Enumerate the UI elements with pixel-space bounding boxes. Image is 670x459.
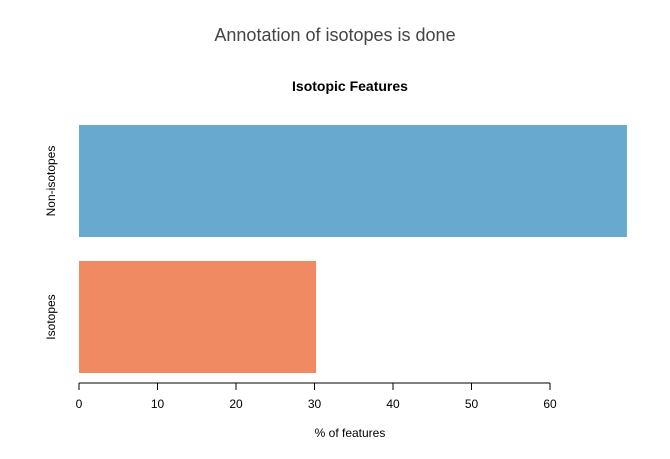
x-tick-label: 60 bbox=[543, 397, 557, 411]
x-tick-label: 20 bbox=[229, 397, 243, 411]
x-tick-label: 50 bbox=[465, 397, 479, 411]
x-tick-label: 10 bbox=[151, 397, 165, 411]
x-tick-label: 0 bbox=[76, 397, 83, 411]
x-tick-label: 30 bbox=[308, 397, 322, 411]
x-tick-label: 40 bbox=[386, 397, 400, 411]
x-axis-label: % of features bbox=[315, 426, 386, 440]
y-tick-label: Isotopes bbox=[44, 294, 58, 339]
page-title: Annotation of isotopes is done bbox=[214, 25, 456, 45]
bar-non-isotopes bbox=[79, 125, 627, 237]
chart-title: Isotopic Features bbox=[292, 78, 408, 94]
bar-isotopes bbox=[79, 261, 317, 373]
y-tick-label: Non-isotopes bbox=[44, 146, 58, 217]
